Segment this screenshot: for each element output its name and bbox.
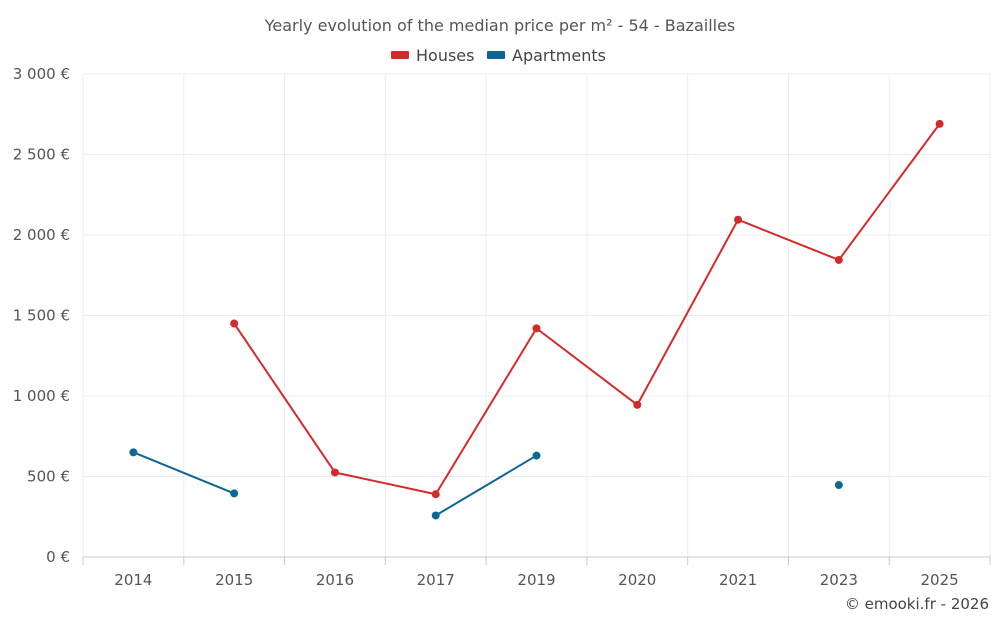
x-tick-label: 2023 <box>820 571 858 589</box>
legend: Houses Apartments <box>391 46 606 65</box>
legend-swatch-apartments <box>487 51 505 59</box>
x-tick-label: 2014 <box>114 571 152 589</box>
data-point-houses[interactable] <box>532 324 541 333</box>
data-point-houses[interactable] <box>935 119 944 128</box>
legend-item-houses[interactable]: Houses <box>391 46 474 65</box>
y-tick-label: 500 € <box>27 468 70 486</box>
x-tick-label: 2016 <box>316 571 354 589</box>
x-tick-label: 2019 <box>517 571 555 589</box>
data-point-apartments[interactable] <box>230 489 239 498</box>
legend-label-apartments: Apartments <box>512 46 606 65</box>
chart-title: Yearly evolution of the median price per… <box>264 16 736 35</box>
y-tick-label: 0 € <box>46 548 70 566</box>
plot-area <box>129 119 944 520</box>
x-tick-label: 2015 <box>215 571 253 589</box>
x-tick-label: 2017 <box>417 571 455 589</box>
grid <box>82 73 991 558</box>
y-tick-label: 2 500 € <box>13 146 70 164</box>
data-point-houses[interactable] <box>633 400 642 409</box>
y-tick-label: 1 500 € <box>13 307 70 325</box>
data-point-apartments[interactable] <box>532 451 541 460</box>
y-tick-label: 3 000 € <box>13 65 70 83</box>
x-axis: 2014 2015 2016 2017 2019 2020 2021 2023 2025 <box>82 557 991 589</box>
data-point-houses[interactable] <box>230 319 239 328</box>
data-point-houses[interactable] <box>330 468 339 477</box>
data-point-houses[interactable] <box>431 490 440 499</box>
legend-label-houses: Houses <box>416 46 474 65</box>
data-point-apartments[interactable] <box>431 511 440 520</box>
data-point-apartments[interactable] <box>834 481 843 490</box>
legend-item-apartments[interactable]: Apartments <box>487 46 606 65</box>
credit-text: © emooki.fr - 2026 <box>845 595 989 613</box>
x-tick-label: 2021 <box>719 571 757 589</box>
x-tick-label: 2020 <box>618 571 656 589</box>
series-line-houses <box>233 122 941 496</box>
y-axis: 0 € 500 € 1 000 € 1 500 € 2 000 € 2 500 € 3 00… <box>13 65 70 566</box>
data-point-apartments[interactable] <box>129 448 138 457</box>
series-line-apartments <box>132 451 236 495</box>
x-tick-label: 2025 <box>921 571 959 589</box>
series-line-apartments <box>434 454 538 517</box>
data-point-houses[interactable] <box>834 255 843 264</box>
y-tick-label: 1 000 € <box>13 387 70 405</box>
data-point-houses[interactable] <box>734 215 743 224</box>
legend-swatch-houses <box>391 51 409 59</box>
y-tick-label: 2 000 € <box>13 226 70 244</box>
